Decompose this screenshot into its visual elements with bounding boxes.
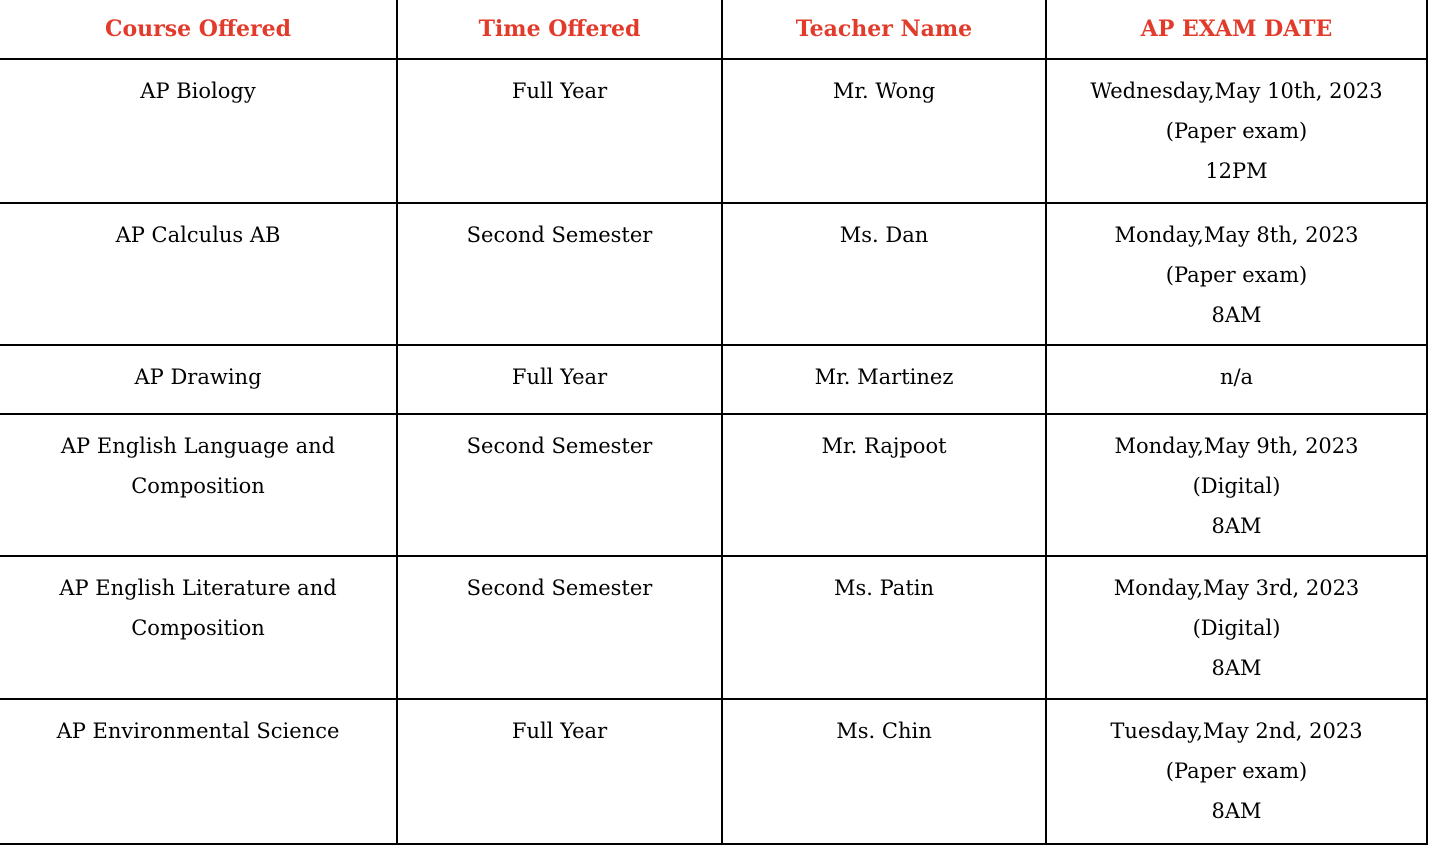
exam-date-line: n/a: [1219, 365, 1254, 389]
exam-format-line: (Paper exam): [1165, 263, 1308, 287]
exam-format-line: (Digital): [1192, 616, 1281, 640]
course-cell: AP Drawing: [0, 344, 398, 415]
table-row: AP Environmental Science Full Year Ms. C…: [0, 698, 1428, 845]
teacher-cell: Ms. Chin: [721, 698, 1047, 845]
exam-date-cell: Monday,May 8th, 2023 (Paper exam) 8AM: [1045, 202, 1428, 346]
course-cell: AP Calculus AB: [0, 202, 398, 346]
table-header-row: Course Offered Time Offered Teacher Name…: [0, 0, 1428, 60]
header-teacher-name: Teacher Name: [721, 0, 1047, 60]
exam-time-line: 8AM: [1211, 799, 1262, 823]
exam-date-cell: Monday,May 9th, 2023 (Digital) 8AM: [1045, 413, 1428, 557]
exam-date-line: Monday,May 3rd, 2023: [1113, 576, 1360, 600]
exam-date-cell: n/a: [1045, 344, 1428, 415]
table-row: AP English Language and Composition Seco…: [0, 413, 1428, 557]
exam-date-line: Wednesday,May 10th, 2023: [1090, 79, 1383, 103]
exam-time-line: 8AM: [1211, 514, 1262, 538]
header-course-offered: Course Offered: [0, 0, 398, 60]
exam-date-line: Monday,May 9th, 2023: [1114, 434, 1359, 458]
time-cell: Second Semester: [396, 555, 723, 700]
time-cell: Full Year: [396, 698, 723, 845]
course-cell: AP Biology: [0, 58, 398, 204]
header-time-offered: Time Offered: [396, 0, 723, 60]
time-cell: Full Year: [396, 344, 723, 415]
time-cell: Second Semester: [396, 413, 723, 557]
table-row: AP English Literature and Composition Se…: [0, 555, 1428, 700]
teacher-cell: Mr. Rajpoot: [721, 413, 1047, 557]
course-cell: AP English Language and Composition: [0, 413, 398, 557]
course-cell: AP Environmental Science: [0, 698, 398, 845]
exam-time-line: 12PM: [1205, 159, 1268, 183]
table-row: AP Calculus AB Second Semester Ms. Dan M…: [0, 202, 1428, 346]
exam-format-line: (Paper exam): [1165, 759, 1308, 783]
teacher-cell: Ms. Dan: [721, 202, 1047, 346]
teacher-cell: Mr. Martinez: [721, 344, 1047, 415]
exam-date-line: Tuesday,May 2nd, 2023: [1110, 719, 1363, 743]
exam-date-line: Monday,May 8th, 2023: [1114, 223, 1359, 247]
exam-format-line: (Paper exam): [1165, 119, 1308, 143]
teacher-cell: Mr. Wong: [721, 58, 1047, 204]
table-row: AP Biology Full Year Mr. Wong Wednesday,…: [0, 58, 1428, 204]
exam-date-cell: Wednesday,May 10th, 2023 (Paper exam) 12…: [1045, 58, 1428, 204]
teacher-cell: Ms. Patin: [721, 555, 1047, 700]
table-row: AP Drawing Full Year Mr. Martinez n/a: [0, 344, 1428, 415]
time-cell: Full Year: [396, 58, 723, 204]
header-ap-exam-date: AP EXAM DATE: [1045, 0, 1428, 60]
exam-time-line: 8AM: [1211, 303, 1262, 327]
time-cell: Second Semester: [396, 202, 723, 346]
exam-date-cell: Monday,May 3rd, 2023 (Digital) 8AM: [1045, 555, 1428, 700]
course-cell: AP English Literature and Composition: [0, 555, 398, 700]
exam-format-line: (Digital): [1192, 474, 1281, 498]
exam-date-cell: Tuesday,May 2nd, 2023 (Paper exam) 8AM: [1045, 698, 1428, 845]
exam-time-line: 8AM: [1211, 656, 1262, 680]
